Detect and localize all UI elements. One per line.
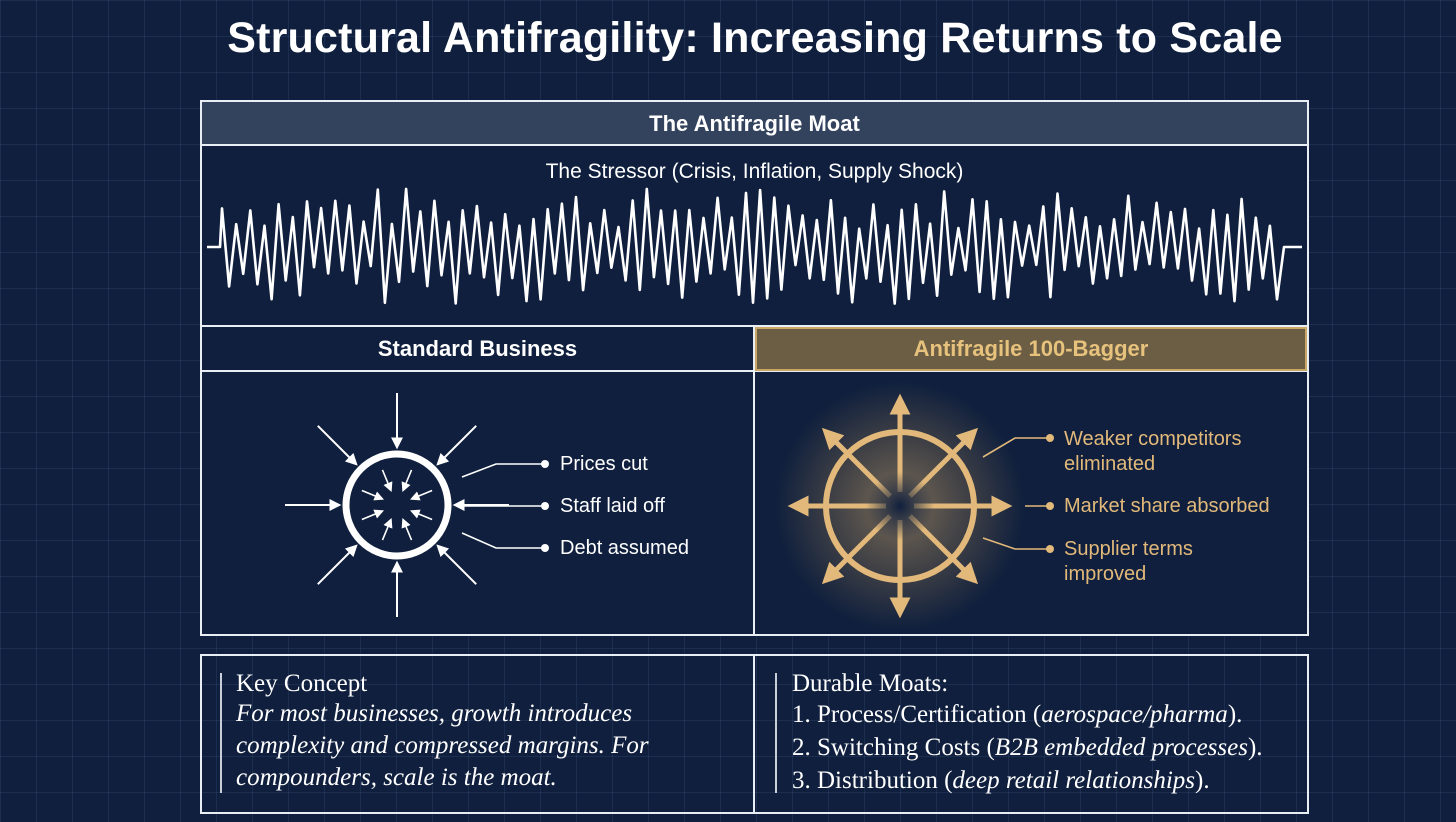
outer-pressure-arrow [436,425,477,466]
durable-moats-accent-bar [775,673,777,793]
standard-label-debt: Debt assumed [560,537,689,559]
antifragile-label-competitors: Weaker competitors eliminated [1064,428,1242,475]
key-concept-title: Key Concept [236,670,368,697]
inner-pressure-arrow [361,509,384,521]
key-concept-accent-bar [220,673,222,793]
standard-label-prices: Prices cut [560,453,648,475]
volatility-wave-icon [207,187,1302,305]
durable-moats-title: Durable Moats: [792,670,949,697]
compression-circle-icon [285,393,549,617]
divider-stressor [202,325,1307,327]
stressor-wave-line [207,187,1302,305]
durable-moat-item: 2. Switching Costs (B2B embedded process… [792,734,1263,761]
moat-header: The Antifragile Moat [202,102,1307,146]
inner-pressure-arrow [410,489,433,501]
standard-business-header: Standard Business [377,336,578,361]
expanding-wheel-icon [775,381,1025,630]
outer-pressure-arrow [317,425,358,466]
key-concept-box: Key Concept For most businesses, growth … [236,670,741,794]
inner-pressure-arrow [381,518,393,541]
outer-pressure-arrow [436,544,477,585]
inner-pressure-arrow [361,489,384,501]
durable-moats-box: Durable Moats: 1. Process/Certification … [792,670,1302,797]
outer-pressure-arrow [317,544,358,585]
antifragile-header: Antifragile 100-Bagger [755,327,1307,371]
inner-pressure-arrow [401,469,413,492]
summary-divider [753,656,755,812]
inner-pressure-arrow [401,518,413,541]
durable-moat-item: 1. Process/Certification (aerospace/phar… [792,701,1243,728]
durable-moat-item: 3. Distribution (deep retail relationshi… [792,767,1210,794]
inner-pressure-arrow [410,509,433,521]
antifragile-leader-lines [982,434,1054,553]
summary-panel [200,654,1309,814]
key-concept-body: For most businesses, growth introduces c… [236,700,649,791]
stressor-label: The Stressor (Crisis, Inflation, Supply … [545,160,964,183]
standard-label-staff: Staff laid off [560,495,665,517]
inner-pressure-arrow [381,469,393,492]
page-title: Structural Antifragility: Increasing Ret… [227,14,1283,62]
divider-columns [753,327,755,634]
antifragile-label-supplier: Supplier terms improved [1064,538,1193,585]
antifragile-header-outline [755,327,1307,371]
antifragile-label-market-share: Market share absorbed [1064,495,1270,517]
